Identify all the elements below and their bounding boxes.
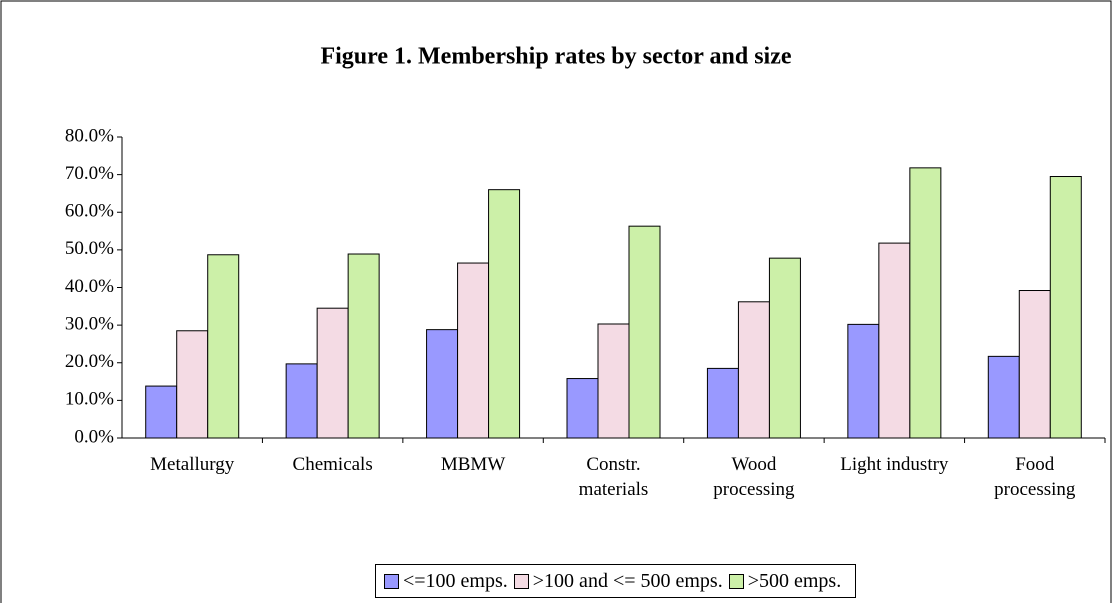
legend: <=100 emps. >100 and <= 500 emps. >500 emp… [375,564,857,598]
y-tick-label: 50.0% [65,238,114,259]
bar [878,242,911,439]
legend-label: <=100 emps. [403,569,508,592]
bar [176,330,209,439]
legend-label: >100 and <= 500 emps. [532,569,723,592]
bar [207,254,240,439]
x-tick-label: Constr. materials [578,454,649,500]
bar [987,355,1020,439]
legend-swatch [728,573,744,589]
x-tick-label: MBMW [440,454,506,475]
y-tick-label: 30.0% [65,313,114,334]
x-tick-label: Chemicals [292,454,373,475]
bar [1049,176,1082,439]
bar [426,329,459,439]
y-tick-label: 70.0% [65,163,114,184]
y-tick-label: 40.0% [65,276,114,297]
bar [628,225,661,439]
bar [847,323,880,439]
legend-item: >500 emps. [728,569,842,593]
legend-swatch [513,573,529,589]
bar [566,378,599,439]
y-tick-label: 80.0% [65,125,114,146]
bar [145,385,178,439]
legend-swatch [384,573,399,589]
x-tick-label: Metallurgy [150,454,235,475]
y-tick-label: 0.0% [74,426,114,447]
chart-title: Figure 1. Membership rates by sector and… [320,44,791,70]
y-tick-label: 60.0% [65,201,114,222]
x-tick-label: Light industry [840,454,949,475]
legend-item: <=100 emps. [384,570,508,593]
bar [768,257,801,439]
bar [737,301,770,439]
bar [488,189,521,439]
bar [597,323,630,439]
bar [909,167,942,439]
bar [1018,290,1051,439]
y-tick-label: 20.0% [65,351,114,372]
legend-item: >100 and <= 500 emps. [513,569,723,593]
x-tick-label: Wood processing [713,454,795,500]
y-tick-label: 10.0% [65,389,114,410]
legend-label: >500 emps. [747,569,842,592]
bar [457,262,490,439]
bar [285,363,318,439]
bar [347,253,380,439]
bar [316,307,349,439]
x-tick-label: Food processing [994,454,1076,500]
bar [706,367,739,439]
